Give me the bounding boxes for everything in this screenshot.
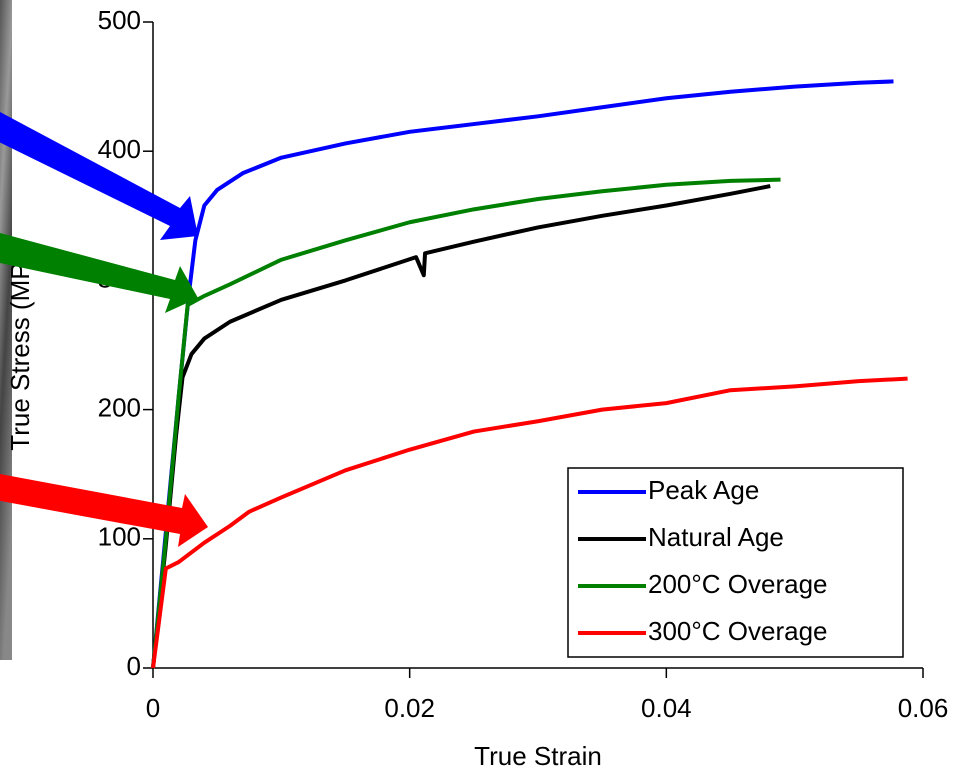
y-tick-label: 0 [127,651,141,681]
y-axis-title: True Stress (MPa) [5,239,35,450]
y-tick-label: 400 [98,134,141,164]
y-tick-label: 200 [98,392,141,422]
legend-label: 200°C Overage [648,569,828,599]
series-line [151,177,781,669]
legend-box [567,467,904,658]
x-axis-title: True Strain [474,741,602,771]
legend-label: 300°C Overage [648,616,828,646]
x-tick-label: 0 [146,693,160,723]
series-line [151,376,908,669]
green-arrow [0,233,198,313]
blue-arrow [0,112,198,240]
x-tick-label: 0.04 [641,693,692,723]
legend: Peak Age Natural Age 200°C Overage 300°C Ov… [567,467,904,658]
x-tick-label: 0.02 [384,693,435,723]
y-tick-label: 500 [98,5,141,35]
red-arrow [0,474,208,547]
y-tick-label: 100 [98,522,141,552]
legend-label: Peak Age [648,475,759,505]
x-tick-label: 0.06 [898,693,949,723]
legend-label: Natural Age [648,522,784,552]
